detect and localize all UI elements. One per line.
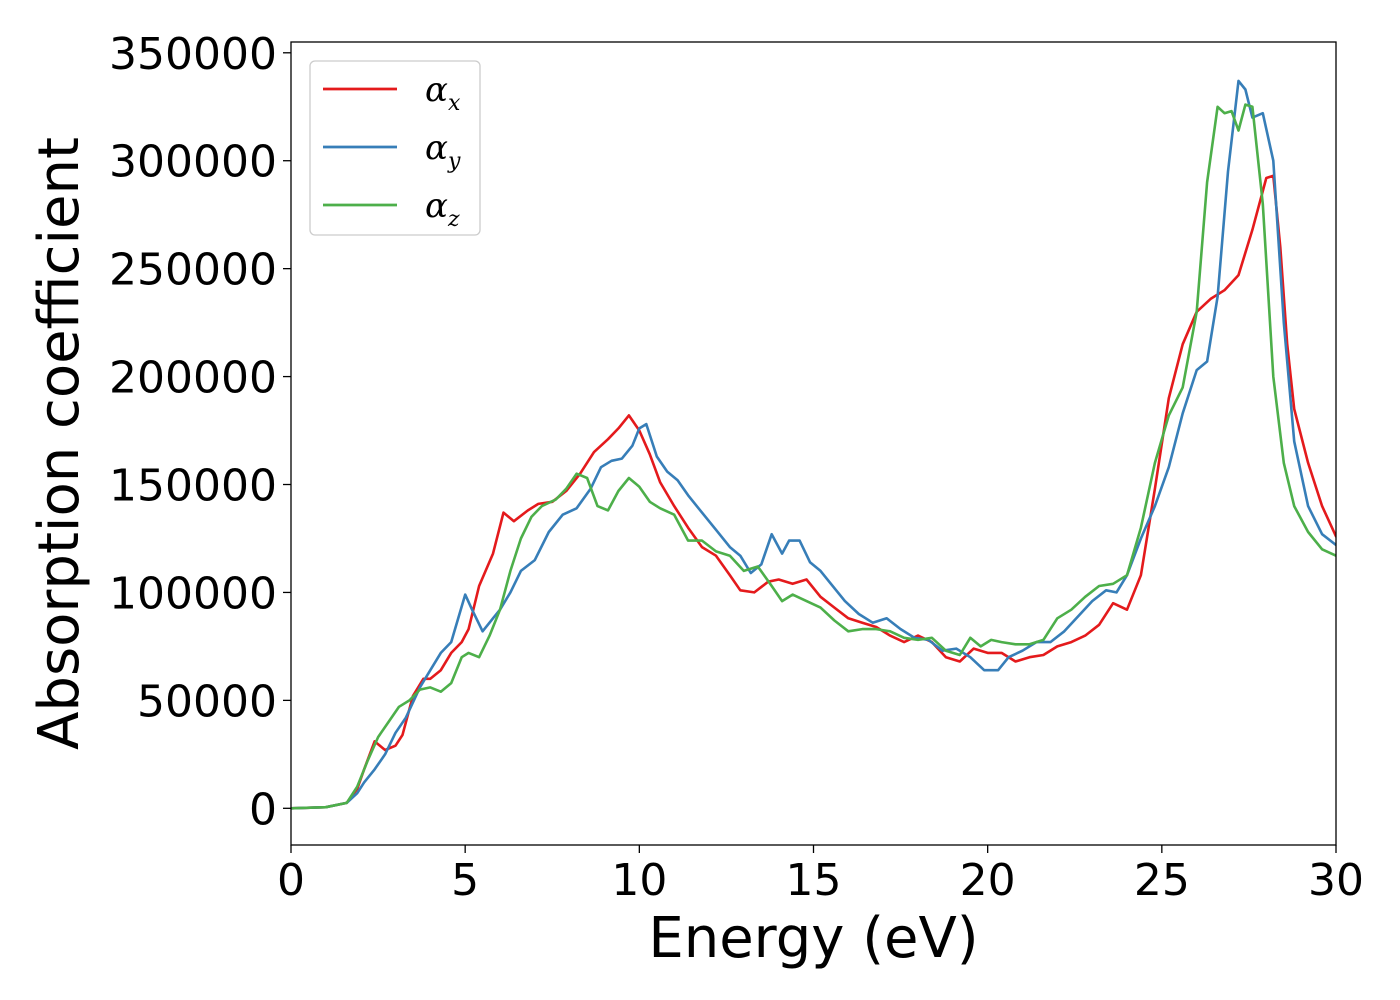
x-axis: 0 5 10 15 20 25 30 bbox=[277, 845, 1364, 906]
x-tick-label: 25 bbox=[1134, 855, 1190, 906]
legend-label-y: αy bbox=[425, 128, 461, 174]
plot-area bbox=[290, 41, 1337, 846]
y-axis: 0 50000 100000 150000 200000 250000 300000 3500… bbox=[109, 29, 291, 835]
x-tick-label: 10 bbox=[611, 855, 667, 906]
y-tick-label: 250000 bbox=[109, 245, 277, 296]
y-tick-label: 200000 bbox=[109, 353, 277, 404]
y-tick-label: 300000 bbox=[109, 137, 277, 188]
y-tick-label: 100000 bbox=[109, 568, 277, 619]
legend-label-z: αz bbox=[425, 186, 460, 232]
legend-label-x: αx bbox=[425, 70, 461, 116]
y-tick-label: 50000 bbox=[137, 676, 277, 727]
x-tick-label: 0 bbox=[277, 855, 305, 906]
legend: αx αy αz bbox=[309, 60, 481, 236]
y-tick-label: 0 bbox=[249, 784, 277, 835]
x-tick-label: 20 bbox=[960, 855, 1016, 906]
x-tick-label: 5 bbox=[451, 855, 479, 906]
x-axis-title: Energy (eV) bbox=[648, 906, 978, 971]
x-tick-label: 30 bbox=[1308, 855, 1364, 906]
y-tick-label: 350000 bbox=[109, 29, 277, 80]
series-line-x bbox=[291, 174, 1336, 810]
series-line-z bbox=[291, 103, 1336, 810]
y-axis-title: Absorption coefficient bbox=[27, 137, 92, 750]
x-tick-label: 15 bbox=[786, 855, 842, 906]
series-lines bbox=[291, 79, 1336, 810]
y-tick-label: 150000 bbox=[109, 461, 277, 512]
series-line-y bbox=[291, 79, 1336, 810]
